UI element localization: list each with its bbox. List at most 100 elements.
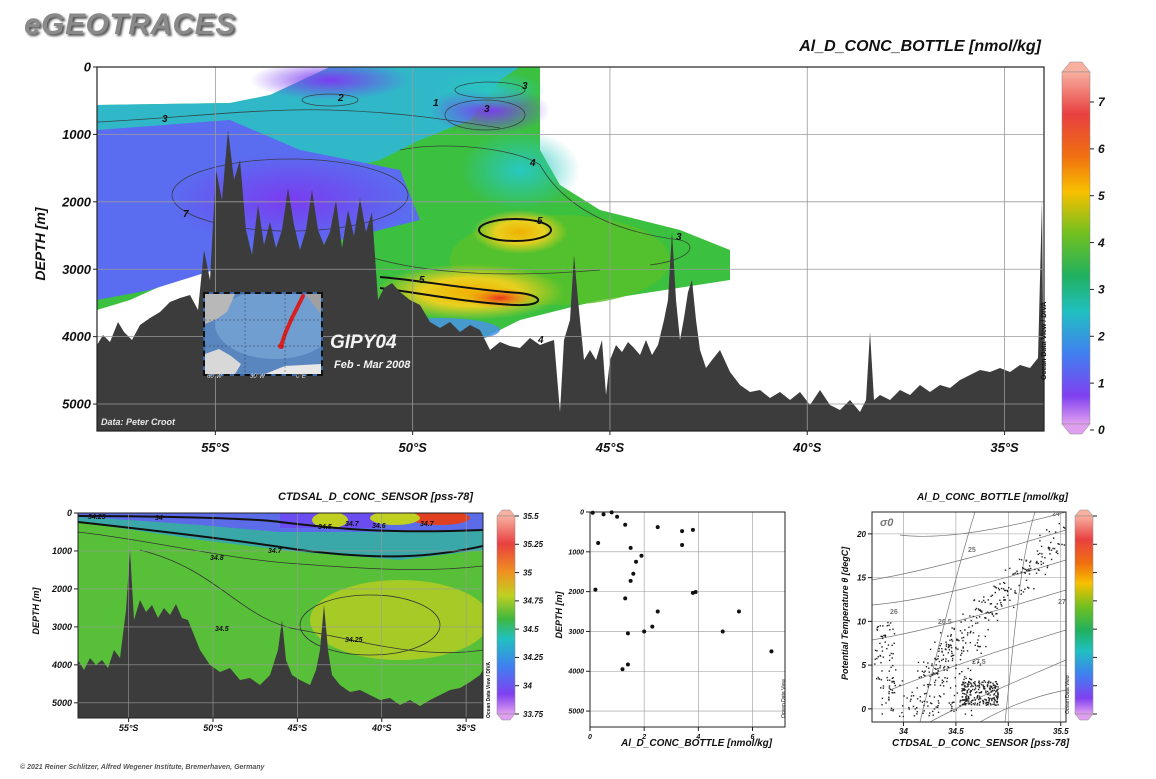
ts-point: [876, 657, 878, 660]
ts-point: [937, 668, 939, 670]
ts-point: [934, 681, 936, 684]
ts-point: [989, 702, 992, 705]
ts-point: [950, 647, 953, 649]
x-tick-label: 0: [588, 734, 592, 740]
ts-point: [994, 699, 996, 702]
ts-point: [881, 646, 883, 648]
ts-point: [962, 688, 965, 690]
ts-point: [949, 644, 952, 646]
ts-point: [923, 710, 925, 712]
ts-point: [973, 599, 975, 602]
ts-point: [938, 660, 941, 663]
ts-point: [1014, 590, 1016, 592]
ts-point: [959, 630, 962, 632]
ts-point: [936, 673, 939, 675]
ts-point: [978, 681, 980, 684]
ts-point: [951, 654, 954, 657]
ts-point: [939, 632, 942, 634]
ts-point: [931, 664, 933, 667]
ts-point: [961, 684, 964, 686]
ts-point: [983, 596, 985, 598]
ts-point: [926, 683, 929, 686]
x-tick-label: 40°S: [792, 440, 822, 455]
ts-point: [1035, 562, 1037, 564]
ts-point: [948, 646, 950, 648]
ts-point: [956, 639, 958, 641]
ts-point: [876, 626, 879, 628]
ts-point: [967, 667, 969, 670]
ts-point: [1069, 528, 1070, 529]
ts-point: [886, 647, 888, 650]
ts-point: [966, 650, 969, 652]
ts-point: [987, 693, 989, 696]
ts-point: [946, 680, 948, 683]
colorbar-tick-label: 0: [1098, 423, 1105, 437]
ts-point: [916, 713, 918, 715]
ts-point: [974, 608, 977, 611]
ts-point: [998, 589, 1001, 591]
ts-point: [939, 645, 941, 647]
ts-point: [970, 679, 973, 681]
ts-point: [943, 693, 945, 695]
ts-point: [1009, 599, 1011, 602]
ts-point: [978, 645, 980, 648]
ts-point: [891, 644, 893, 647]
ts-point: [977, 608, 980, 610]
ts-point: [1050, 549, 1053, 551]
ts-point: [983, 679, 985, 682]
y-tick-label: 3000: [62, 262, 92, 277]
ts-point: [981, 601, 983, 603]
x-tick-label: 35.5: [1053, 727, 1069, 736]
ts-point: [910, 695, 913, 697]
ts-point: [953, 627, 955, 630]
ts-point: [972, 682, 975, 684]
ts-point: [881, 637, 884, 640]
ts-point: [934, 657, 936, 660]
ts-point: [1040, 545, 1043, 548]
ts-point: [999, 583, 1001, 585]
ts-point: [965, 697, 967, 700]
ts-point: [968, 698, 970, 700]
ts-point: [1028, 568, 1030, 570]
ts-point: [969, 641, 972, 644]
ts-point: [980, 691, 983, 693]
ts-point: [1057, 552, 1059, 555]
ts-point: [938, 650, 940, 652]
ts-point: [978, 680, 980, 682]
ts-point: [923, 661, 925, 663]
ts-point: [962, 646, 964, 648]
ts-point: [979, 645, 982, 648]
ts-point: [1046, 529, 1048, 531]
ts-point: [888, 624, 890, 627]
inset-tick-1: 60°W: [207, 374, 222, 380]
x-tick-label: 34.5: [948, 727, 964, 736]
ts-point: [957, 639, 959, 641]
x-tick-label: 4: [695, 734, 700, 740]
ts-point: [968, 677, 971, 680]
ts-point: [969, 692, 972, 694]
ts-point: [922, 712, 924, 715]
ts-point: [935, 664, 937, 666]
ts-point: [933, 708, 936, 710]
ts-point: [967, 700, 970, 702]
ts-point: [1061, 543, 1063, 546]
ts-point: [997, 587, 1000, 590]
y-tick-label: 1000: [52, 546, 72, 556]
scatter-depth-plot: 0 2 4 6 0 1000 2000 3000 4000 5000: [567, 509, 786, 740]
contour-label: 4: [529, 158, 536, 169]
ts-point: [955, 667, 957, 670]
ts-point: [985, 690, 987, 692]
ts-point: [962, 689, 964, 691]
ts-point: [1012, 573, 1014, 575]
ts-point: [974, 681, 976, 683]
ts-point: [994, 687, 997, 689]
ts-point: [1063, 527, 1066, 529]
contour-label: 34.6: [372, 523, 386, 530]
ts-point: [1035, 572, 1038, 574]
ts-point: [987, 599, 989, 601]
ts-point: [882, 625, 884, 627]
ts-point: [963, 693, 966, 695]
ts-point: [976, 702, 979, 705]
sigma-label: σ0: [880, 517, 894, 529]
ts-point: [994, 704, 996, 706]
